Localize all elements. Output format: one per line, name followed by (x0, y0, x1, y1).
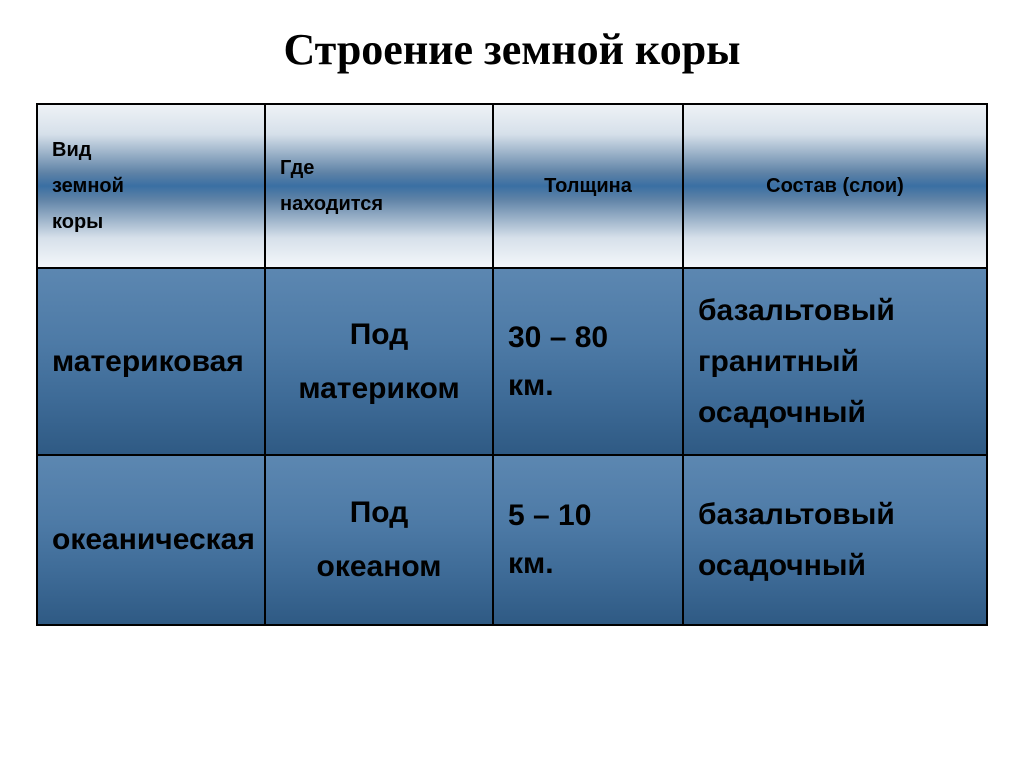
cell-location: Подматериком (265, 268, 493, 455)
cell-type: материковая (37, 268, 265, 455)
col-header-location: Гденаходится (265, 104, 493, 268)
slide-container: Строение земной коры Видземнойкоры Гдена… (0, 0, 1024, 767)
table-header-row: Видземнойкоры Гденаходится Толщина Соста… (37, 104, 987, 268)
cell-layers: базальтовыйосадочный (683, 455, 987, 625)
cell-layers: базальтовыйгранитныйосадочный (683, 268, 987, 455)
table-row: океаническая Подокеаном 5 – 10км. базаль… (37, 455, 987, 625)
col-header-layers: Состав (слои) (683, 104, 987, 268)
col-header-thickness: Толщина (493, 104, 683, 268)
cell-thickness: 5 – 10км. (493, 455, 683, 625)
table-row: материковая Подматериком 30 – 80км. база… (37, 268, 987, 455)
cell-type: океаническая (37, 455, 265, 625)
col-header-type: Видземнойкоры (37, 104, 265, 268)
crust-table: Видземнойкоры Гденаходится Толщина Соста… (36, 103, 988, 626)
page-title: Строение земной коры (36, 24, 988, 75)
cell-thickness: 30 – 80км. (493, 268, 683, 455)
cell-location: Подокеаном (265, 455, 493, 625)
